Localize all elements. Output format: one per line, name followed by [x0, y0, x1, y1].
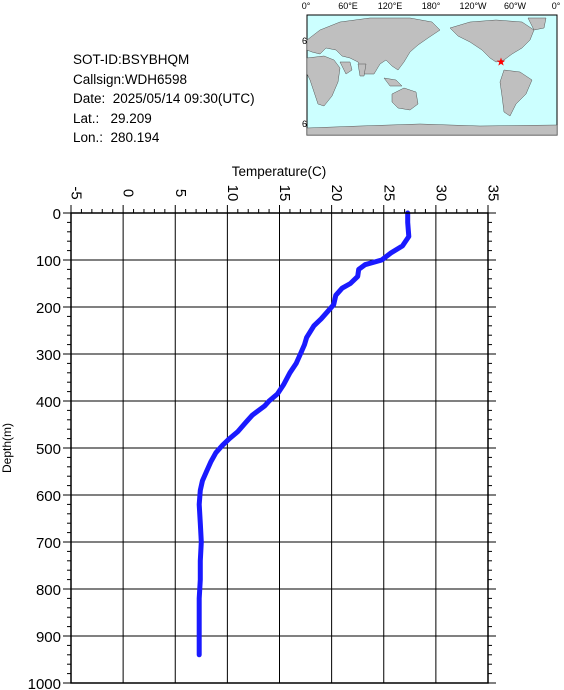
y-axis-title: Depth(m)	[0, 423, 14, 473]
date-label: Date: 2025/05/14 09:30(UTC)	[73, 91, 255, 106]
x-tick-label: 5	[172, 189, 189, 197]
longitude-label: Lon.: 280.194	[73, 130, 160, 145]
y-tick-label: 500	[36, 441, 61, 458]
sot-id-label: SOT-ID:BSYBHQM	[73, 52, 190, 67]
x-tick-label: 15	[276, 185, 293, 202]
latitude-label: Lat.: 29.209	[73, 110, 152, 126]
plot-frame	[70, 212, 489, 684]
location-map: 0° 60°E 120°E 180° 120°W 60°W 0° 60°N 0°…	[302, 1, 561, 136]
chart-grid	[71, 213, 488, 683]
x-tick-label: 35	[485, 185, 502, 202]
float-location-marker	[496, 57, 506, 66]
map-lon-label: 120°W	[459, 1, 487, 11]
chart-ticks	[63, 205, 496, 684]
callsign-label: Callsign:WDH6598	[73, 71, 188, 87]
y-tick-label: 600	[36, 488, 61, 505]
map-lon-label: 0°	[552, 1, 561, 11]
map-lon-label: 180°	[422, 1, 441, 11]
x-tick-label: 30	[432, 185, 449, 202]
y-tick-label: 400	[36, 394, 61, 411]
x-tick-label: 25	[380, 185, 397, 202]
x-tick-label: 0	[120, 189, 137, 197]
x-tick-label: 20	[328, 185, 345, 202]
y-tick-label: 800	[36, 582, 61, 599]
y-tick-label: 1000	[28, 676, 61, 690]
x-tick-label: -5	[68, 186, 85, 199]
x-axis-title: Temperature(C)	[232, 164, 327, 179]
temperature-profile-line	[196, 210, 412, 658]
map-lon-label: 0°	[302, 1, 311, 11]
y-tick-label: 700	[36, 535, 61, 552]
y-tick-label: 300	[36, 347, 61, 364]
y-tick-label: 900	[36, 629, 61, 646]
x-tick-labels: -5 0 5 10 15 20 25 30 35	[68, 185, 502, 202]
map-lon-label: 120°E	[378, 1, 403, 11]
y-tick-label: 200	[36, 300, 61, 317]
float-info-panel: SOT-ID:BSYBHQM Callsign:WDH6598 Date: 20…	[73, 50, 255, 148]
y-tick-label: 0	[53, 206, 61, 223]
y-tick-labels: 0 100 200 300 400 500 600 700 800 900 1000	[28, 206, 61, 690]
map-land	[306, 17, 558, 136]
map-lon-label: 60°W	[504, 1, 527, 11]
y-tick-label: 100	[36, 253, 61, 270]
map-lon-labels: 0° 60°E 120°E 180° 120°W 60°W 0°	[302, 1, 561, 11]
x-tick-label: 10	[224, 185, 241, 202]
map-lon-label: 60°E	[338, 1, 358, 11]
